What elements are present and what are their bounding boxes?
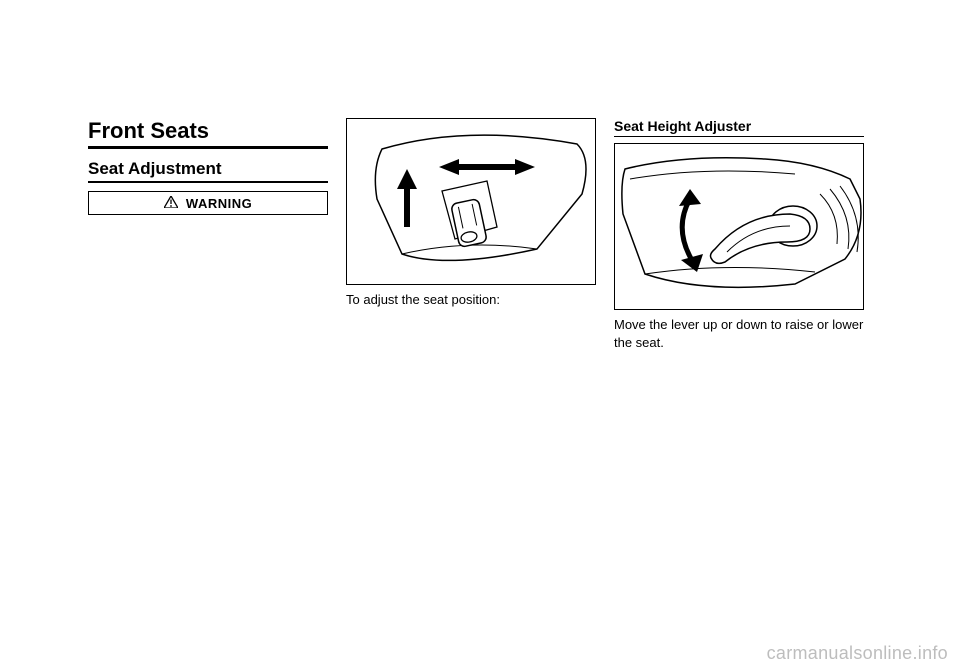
watermark: carmanualsonline.info: [767, 643, 948, 664]
figure-seat-height: [614, 143, 864, 310]
caption-seat-position: To adjust the seat position:: [346, 291, 596, 309]
warning-box: WARNING: [88, 191, 328, 215]
warning-triangle-icon: [164, 196, 178, 211]
column-3: Seat Height Adjuster: [614, 118, 864, 351]
heading-seat-height-adjuster: Seat Height Adjuster: [614, 118, 864, 137]
warning-label: WARNING: [186, 196, 252, 211]
figure-seat-position: [346, 118, 596, 285]
heading-front-seats: Front Seats: [88, 118, 328, 149]
page-content: Front Seats Seat Adjustment WARNING: [88, 118, 868, 351]
caption-seat-height: Move the lever up or down to raise or lo…: [614, 316, 864, 351]
heading-seat-adjustment: Seat Adjustment: [88, 159, 328, 183]
column-2: To adjust the seat position:: [346, 118, 596, 351]
column-1: Front Seats Seat Adjustment WARNING: [88, 118, 328, 351]
